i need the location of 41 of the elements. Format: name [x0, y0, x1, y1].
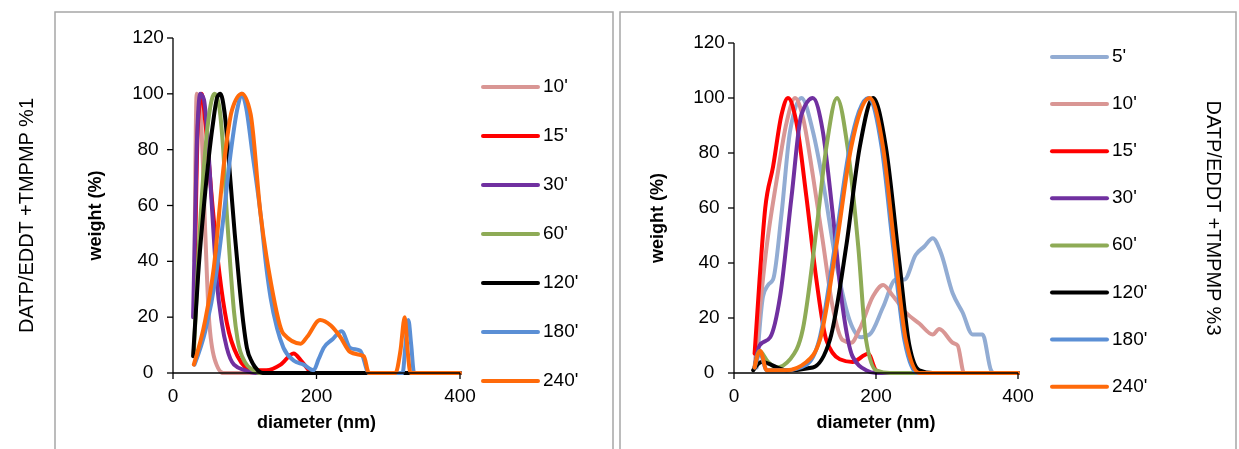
x-tick-label: 400 — [444, 385, 476, 407]
x-tick-label: 400 — [1002, 385, 1034, 407]
legend-label: 120' — [1112, 280, 1148, 302]
y-tick-label: 60 — [137, 193, 159, 215]
legend-label: 10' — [543, 75, 568, 97]
y-axis-title: weight (%) — [646, 173, 667, 264]
legend-label: 15' — [1112, 139, 1137, 161]
legend-label: 10' — [1112, 92, 1137, 114]
y-tick-label: 100 — [693, 86, 725, 108]
legend-label: 180' — [1112, 327, 1148, 349]
text: DATP/EDDT +TMPMP %3 — [1202, 100, 1225, 336]
y-tick-label: 20 — [137, 305, 159, 327]
legend-label: 180' — [543, 320, 579, 342]
y-tick-label: 80 — [137, 137, 159, 159]
y-tick-label: 60 — [698, 196, 720, 218]
legend-label: 60' — [1112, 233, 1137, 255]
y-tick-label: 100 — [132, 81, 164, 103]
y-axis-title: weight (%) — [84, 170, 105, 262]
x-tick-label: 200 — [300, 385, 333, 407]
legend-label: 240' — [1112, 374, 1148, 396]
x-tick-label: 200 — [860, 385, 892, 407]
y-tick-label: 120 — [132, 26, 164, 48]
x-tick-label: 0 — [167, 385, 179, 407]
y-tick-label: 40 — [137, 249, 159, 271]
legend-label: 30' — [543, 173, 568, 195]
legend-label: 15' — [543, 124, 568, 146]
y-tick-label: 80 — [698, 141, 720, 163]
text: DATP/EDDT +TMPMP %1 — [15, 97, 38, 334]
y-tick-label: 0 — [703, 361, 715, 383]
y-tick-label: 0 — [142, 361, 154, 383]
y-tick-label: 40 — [698, 251, 720, 273]
y-tick-label: 20 — [698, 306, 720, 328]
x-tick-label: 0 — [728, 385, 740, 407]
y-tick-label: 120 — [693, 31, 725, 53]
legend-label: 240' — [543, 369, 579, 391]
legend-label: 120' — [543, 271, 579, 293]
legend-label: 30' — [1112, 186, 1137, 208]
x-axis-title: diameter (nm) — [256, 411, 377, 432]
legend-label: 5' — [1112, 45, 1127, 67]
legend-label: 60' — [543, 222, 568, 244]
x-axis-title: diameter (nm) — [816, 411, 936, 432]
